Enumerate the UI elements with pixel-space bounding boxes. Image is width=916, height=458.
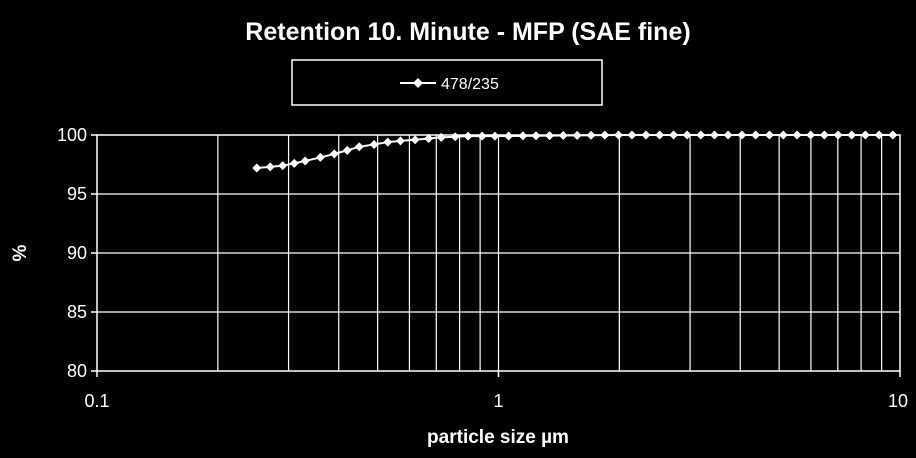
data-point-marker (252, 163, 262, 173)
data-point-marker (354, 142, 364, 152)
data-point-marker (709, 130, 719, 140)
data-point-marker (518, 131, 528, 141)
data-point-marker (833, 130, 843, 140)
legend-box (291, 59, 603, 106)
data-point-marker (847, 130, 857, 140)
data-point-marker (874, 130, 884, 140)
chart-title: Retention 10. Minute - MFP (SAE fine) (245, 18, 690, 46)
data-point-marker (860, 130, 870, 140)
data-point-marker (410, 135, 420, 145)
x-tick-label: 10 (888, 391, 908, 411)
data-point-marker (792, 130, 802, 140)
data-point-marker (751, 130, 761, 140)
data-point-marker (450, 132, 460, 142)
data-point-marker (463, 131, 473, 141)
data-point-marker (682, 130, 692, 140)
data-point-marker (278, 161, 288, 171)
y-axis-label: % (10, 244, 31, 261)
data-point-marker (669, 130, 679, 140)
y-tick-label: 85 (67, 302, 87, 322)
data-point-marker (436, 132, 446, 142)
data-point-marker (342, 145, 352, 155)
data-point-marker (641, 130, 651, 140)
data-point-marker (300, 156, 310, 166)
grid-lines (97, 135, 900, 371)
data-point-marker (329, 149, 339, 159)
x-axis-label: particle size µm (427, 427, 569, 448)
y-tick-label: 90 (67, 243, 87, 263)
data-point-marker (586, 130, 596, 140)
y-tick-label: 100 (57, 125, 87, 145)
data-point-marker (289, 158, 299, 168)
tick-labels: 80 85 90 95 100 0.1 1 10 (57, 125, 908, 411)
data-point-marker (572, 130, 582, 140)
data-point-marker (545, 131, 555, 141)
data-point-marker (265, 162, 275, 172)
legend: 478/235 (291, 59, 603, 106)
data-point-marker (315, 152, 325, 162)
legend-diamond-marker (413, 78, 423, 88)
data-point-marker (737, 130, 747, 140)
y-tick-label: 80 (67, 361, 87, 381)
data-point-marker (477, 131, 487, 141)
data-point-marker (504, 131, 514, 141)
data-point-marker (696, 130, 706, 140)
data-point-marker (531, 131, 541, 141)
data-point-marker (395, 136, 405, 146)
data-point-marker (806, 130, 816, 140)
data-point-marker (424, 134, 434, 144)
x-tick-label: 1 (493, 391, 503, 411)
y-tick-label: 95 (67, 184, 87, 204)
data-point-marker (723, 130, 733, 140)
data-point-marker (369, 139, 379, 149)
data-point-marker (888, 130, 898, 140)
legend-series-label: 478/235 (441, 76, 499, 93)
x-tick-label: 0.1 (84, 391, 109, 411)
data-point-marker (819, 130, 829, 140)
data-point-marker (558, 130, 568, 140)
data-point-marker (655, 130, 665, 140)
data-point-marker (613, 130, 623, 140)
data-point-marker (627, 130, 637, 140)
data-point-marker (383, 137, 393, 147)
series-478-235 (252, 130, 898, 173)
data-point-marker (600, 130, 610, 140)
data-point-marker (778, 130, 788, 140)
data-point-marker (490, 131, 500, 141)
data-point-marker (764, 130, 774, 140)
